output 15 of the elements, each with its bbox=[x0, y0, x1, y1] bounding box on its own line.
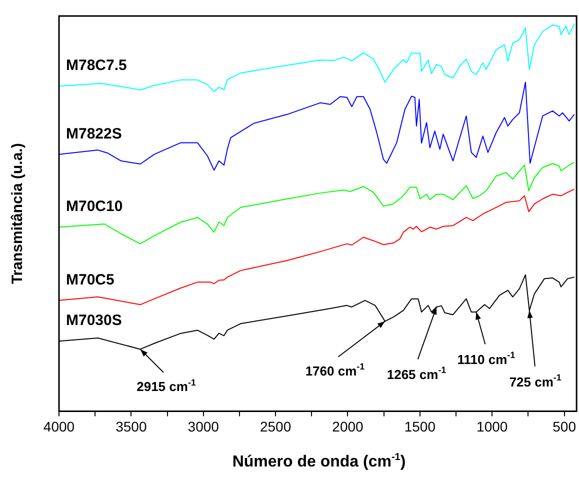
y-axis-title: Transmitância (u.a.) bbox=[9, 143, 26, 284]
x-tick-label: 500 bbox=[552, 418, 576, 434]
x-tick-label: 2000 bbox=[332, 418, 364, 434]
x-tick-label: 3000 bbox=[188, 418, 220, 434]
series-label: M7822S bbox=[66, 125, 122, 142]
x-tick-label: 2500 bbox=[260, 418, 292, 434]
x-tick-label: 3500 bbox=[116, 418, 147, 434]
series-label: M78C7.5 bbox=[66, 57, 127, 74]
series-label: M70C5 bbox=[66, 271, 114, 288]
x-axis-title: Número de onda (cm$^{-1}$) bbox=[231, 452, 407, 472]
x-tick-label: 1000 bbox=[476, 418, 508, 434]
series-label: M70C10 bbox=[66, 198, 123, 216]
x-tick-label: 4000 bbox=[43, 418, 75, 434]
x-tick-label: 1500 bbox=[404, 418, 436, 434]
series-label: M7030S bbox=[66, 312, 122, 330]
